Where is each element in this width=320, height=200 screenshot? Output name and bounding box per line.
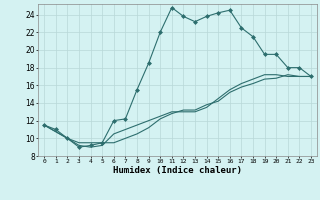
X-axis label: Humidex (Indice chaleur): Humidex (Indice chaleur) (113, 166, 242, 175)
